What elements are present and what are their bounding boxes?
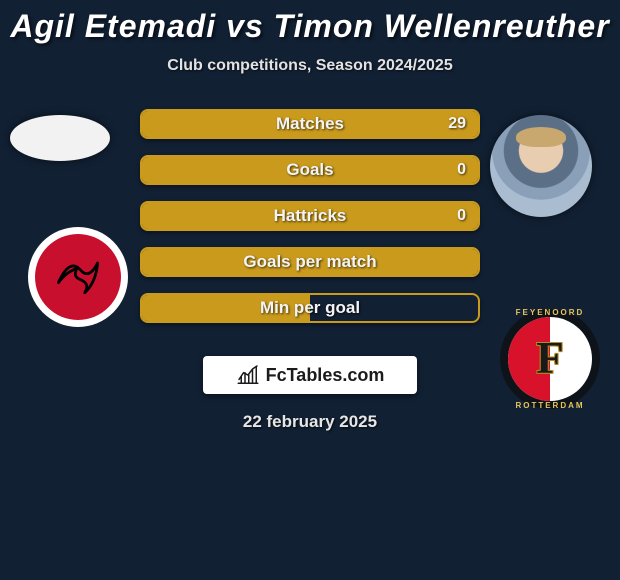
feyenoord-letter: F bbox=[536, 332, 564, 384]
stat-value: 0 bbox=[457, 161, 466, 179]
date-label: 22 february 2025 bbox=[0, 412, 620, 432]
club-right-badge: FEYENOORD F ROTTERDAM bbox=[500, 309, 600, 409]
stat-label: Min per goal bbox=[260, 298, 360, 318]
almere-city-icon bbox=[35, 234, 121, 320]
feyenoord-text-top: FEYENOORD bbox=[500, 308, 600, 317]
chart-icon bbox=[236, 364, 260, 386]
subtitle: Club competitions, Season 2024/2025 bbox=[0, 57, 620, 75]
feyenoord-icon: F bbox=[508, 317, 592, 401]
stat-label: Goals bbox=[286, 160, 333, 180]
club-left-badge bbox=[28, 227, 128, 327]
stat-row: Goals 0 bbox=[140, 155, 480, 185]
page-title: Agil Etemadi vs Timon Wellenreuther bbox=[0, 0, 620, 45]
stat-row: Hattricks 0 bbox=[140, 201, 480, 231]
stat-row: Min per goal bbox=[140, 293, 480, 323]
stat-row: Goals per match bbox=[140, 247, 480, 277]
stats-bars: Matches 29 Goals 0 Hattricks 0 Goals per… bbox=[140, 109, 480, 339]
brand-text: FcTables.com bbox=[266, 365, 385, 386]
stat-value: 29 bbox=[448, 115, 466, 133]
comparison-area: FEYENOORD F ROTTERDAM Matches 29 Goals 0… bbox=[0, 105, 620, 335]
stat-label: Goals per match bbox=[243, 252, 376, 272]
stat-row: Matches 29 bbox=[140, 109, 480, 139]
stat-label: Hattricks bbox=[274, 206, 347, 226]
brand-badge: FcTables.com bbox=[203, 356, 417, 394]
feyenoord-text-bot: ROTTERDAM bbox=[500, 401, 600, 410]
stat-label: Matches bbox=[276, 114, 344, 134]
player-right-avatar bbox=[490, 115, 592, 217]
stat-value: 0 bbox=[457, 207, 466, 225]
player-left-avatar bbox=[10, 115, 110, 161]
